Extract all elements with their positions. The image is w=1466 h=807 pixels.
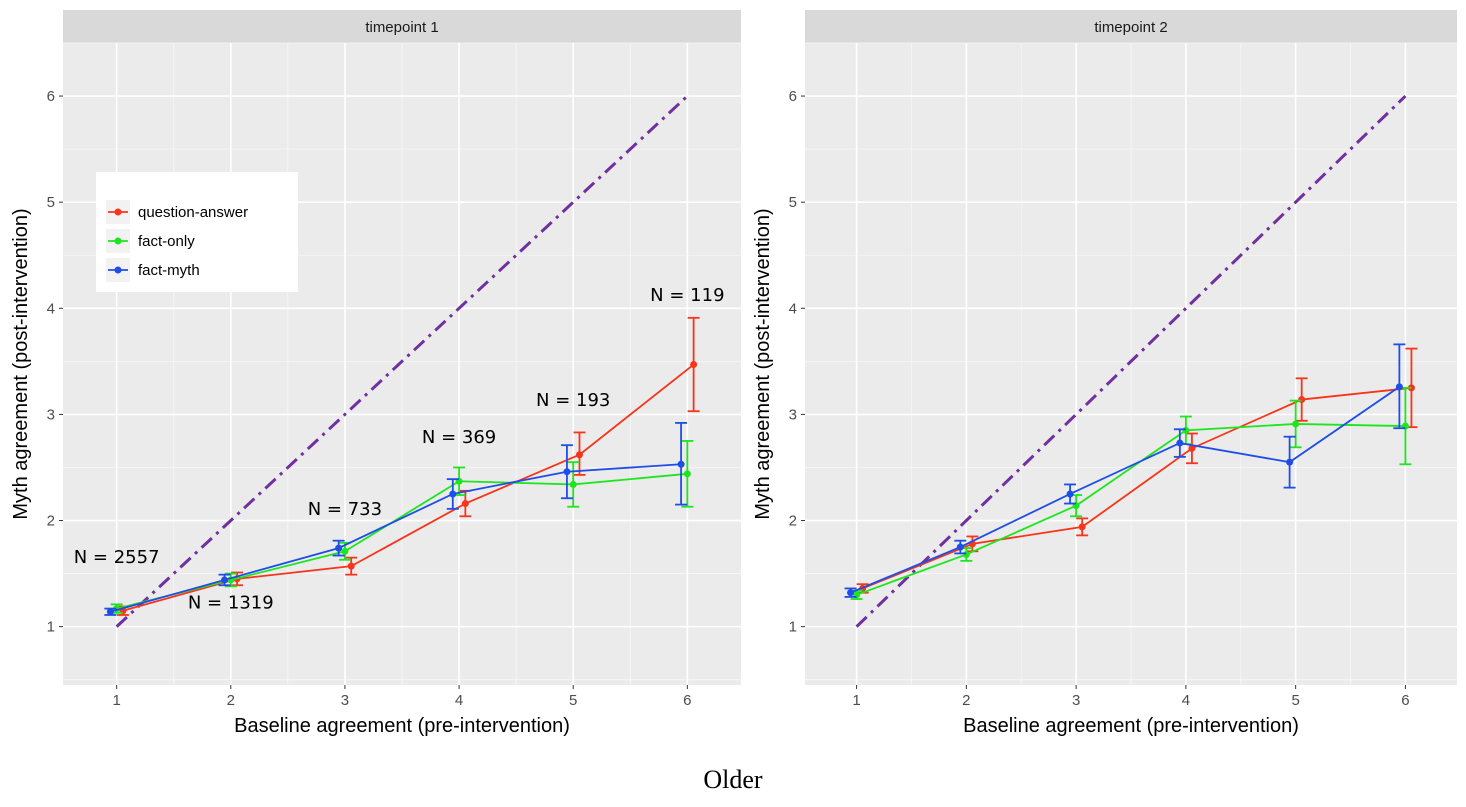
panel-2: timepoint 2 1 2 3 4 5 6 1 2 3 4 5 6 Baseline agreemen…: [752, 10, 1457, 737]
y-tick-label: 1: [789, 619, 797, 636]
figure-caption: Older: [703, 765, 763, 794]
series-line-fact-only: [856, 423, 1406, 596]
data-point-fact-only: [683, 470, 691, 478]
sample-size-label: N = 119: [650, 285, 724, 306]
data-point-question-answer: [1188, 444, 1196, 452]
data-point-fact-myth: [1066, 490, 1074, 498]
legend-key-dot-question-answer: [114, 208, 122, 216]
y-tick-label: 5: [789, 194, 797, 211]
y-axis-title: Myth agreement (post-intervention): [752, 208, 774, 519]
data-point-fact-myth: [847, 589, 855, 597]
data-point-question-answer: [1407, 384, 1415, 392]
facet-strip: [63, 10, 741, 43]
data-point-fact-only: [341, 547, 349, 555]
data-point-fact-myth: [956, 543, 964, 551]
y-tick-label: 6: [47, 88, 55, 105]
data-point-fact-myth: [335, 544, 343, 552]
x-tick-label: 1: [112, 692, 120, 709]
x-tick-label: 3: [341, 692, 349, 709]
x-tick-label: 3: [1072, 692, 1080, 709]
series-line-fact-myth: [110, 463, 682, 613]
data-point-fact-myth: [1176, 439, 1184, 447]
legend-key-dot-fact-only: [114, 237, 122, 245]
sample-size-label: N = 193: [536, 390, 610, 411]
sample-size-label: N = 1319: [188, 593, 274, 614]
y-tick-label: 3: [789, 406, 797, 423]
facet-strip-title: timepoint 1: [365, 19, 438, 36]
panel-1: timepoint 1 1 2 3 4 5 6 1 2 3 4 5 6 Baseline agreemen…: [10, 10, 741, 737]
x-tick-label: 2: [962, 692, 970, 709]
legend-label-question-answer: question-answer: [138, 204, 248, 221]
y-tick-label: 2: [47, 513, 55, 530]
x-tick-label: 4: [455, 692, 463, 709]
facet-strip: [805, 10, 1457, 43]
data-point-fact-myth: [106, 608, 114, 616]
data-point-fact-myth: [1395, 383, 1403, 391]
data-point-fact-myth: [221, 576, 229, 584]
data-point-fact-only: [569, 480, 577, 488]
sample-size-label: N = 733: [308, 499, 382, 520]
data-point-question-answer: [461, 500, 469, 508]
data-point-question-answer: [690, 361, 698, 369]
legend-label-fact-myth: fact-myth: [138, 262, 200, 279]
data-point-fact-myth: [677, 460, 685, 468]
sample-size-label: N = 369: [422, 427, 496, 448]
sample-size-label: N = 2557: [74, 547, 160, 568]
data-point-question-answer: [347, 562, 355, 570]
x-tick-label: 6: [1401, 692, 1409, 709]
y-tick-label: 3: [47, 406, 55, 423]
data-point-question-answer: [1078, 523, 1086, 531]
x-tick-label: 6: [683, 692, 691, 709]
facet-strip-title: timepoint 2: [1094, 19, 1167, 36]
data-point-fact-myth: [1286, 458, 1294, 466]
x-axis-title: Baseline agreement (pre-intervention): [234, 715, 570, 737]
data-point-fact-only: [962, 550, 970, 558]
y-tick-label: 4: [47, 300, 55, 317]
x-tick-label: 4: [1182, 692, 1190, 709]
x-tick-label: 1: [852, 692, 860, 709]
x-tick-label: 5: [1291, 692, 1299, 709]
legend-label-fact-only: fact-only: [138, 233, 195, 250]
y-tick-label: 5: [47, 194, 55, 211]
x-tick-label: 2: [227, 692, 235, 709]
x-tick-label: 5: [569, 692, 577, 709]
y-tick-label: 4: [789, 300, 797, 317]
data-point-question-answer: [1298, 396, 1306, 404]
data-point-fact-myth: [563, 468, 571, 476]
y-tick-label: 2: [789, 513, 797, 530]
reference-diagonal-line: [115, 94, 689, 628]
data-point-fact-myth: [449, 490, 457, 498]
legend: question-answer fact-only fact-myth: [96, 172, 298, 292]
reference-diagonal-line: [855, 94, 1407, 628]
data-point-fact-only: [1292, 420, 1300, 428]
y-tick-label: 6: [789, 88, 797, 105]
series-line-question-answer: [862, 386, 1412, 590]
y-axis-title: Myth agreement (post-intervention): [10, 208, 32, 519]
series-line-question-answer: [122, 363, 695, 612]
legend-key-dot-fact-myth: [114, 266, 122, 274]
y-tick-label: 1: [47, 619, 55, 636]
x-axis-title: Baseline agreement (pre-intervention): [963, 715, 1299, 737]
series-line-fact-only: [116, 472, 688, 610]
series-line-fact-myth: [850, 386, 1400, 594]
data-point-question-answer: [575, 451, 583, 459]
data-point-fact-only: [1182, 426, 1190, 434]
